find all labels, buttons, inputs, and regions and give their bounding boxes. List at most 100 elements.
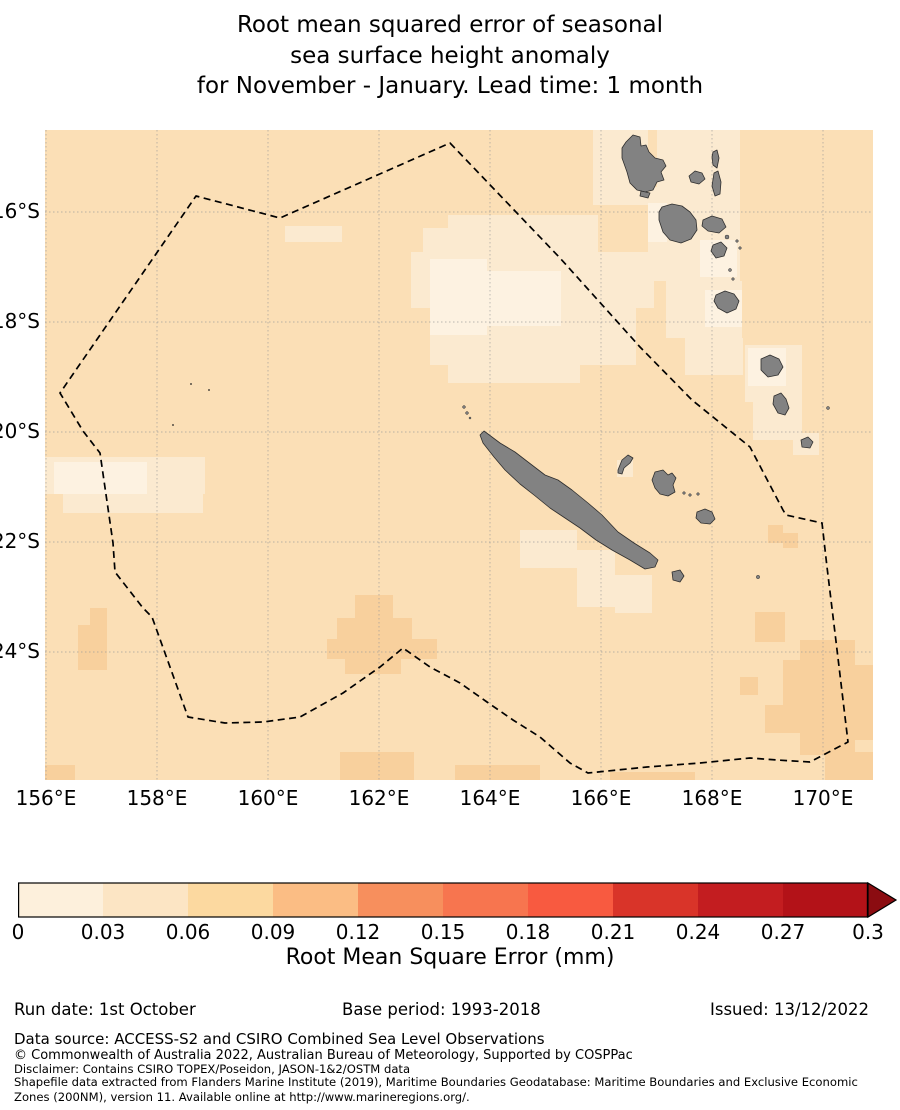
rmse-low-patch: [285, 226, 342, 242]
x-tick-label: 162°E: [348, 786, 410, 810]
maewo-island: [711, 149, 720, 169]
colorbar-tick-label: 0.15: [420, 920, 466, 944]
colorbar-tick-label: 0.06: [165, 920, 211, 944]
rmse-low-patch: [63, 494, 203, 513]
islet-dot: [696, 492, 700, 496]
islet-dot: [826, 406, 830, 410]
islet-dot: [682, 491, 686, 495]
rmse-high-patch: [355, 595, 393, 618]
shapefile-attribution: Shapefile data extracted from Flanders M…: [14, 1075, 858, 1104]
islet-dot: [738, 246, 742, 250]
x-tick-label: 170°E: [792, 786, 854, 810]
lifou-island: [651, 469, 677, 497]
chart-title-line2: sea surface height anomaly: [290, 42, 610, 69]
colorbar-segment: [443, 883, 528, 917]
rmse-high-patch: [90, 608, 107, 625]
x-tick-label: 166°E: [570, 786, 632, 810]
pentecost-island: [711, 170, 722, 197]
ouvea-island: [617, 454, 634, 475]
rmse-low-patch: [615, 575, 652, 613]
rmse-low-patch: [768, 412, 797, 432]
tanna-island: [772, 392, 790, 416]
base-period: Base period: 1993-2018: [342, 1000, 541, 1019]
colorbar-segment: [103, 883, 188, 917]
map-plot-area: [45, 130, 875, 780]
rmse-high-patch: [765, 705, 855, 733]
colorbar-tick-label: 0.27: [760, 920, 806, 944]
rmse-high-patch: [337, 618, 412, 639]
rmse-high-patch: [783, 660, 855, 705]
rmse-high-patch: [800, 640, 855, 660]
islet-dot: [756, 575, 760, 579]
rmse-lowest-patch: [54, 462, 147, 494]
reef-speck: [190, 383, 192, 385]
y-tick-label: 22°S: [0, 529, 40, 553]
chart-title-line1: Root mean squared error of seasonal: [236, 12, 664, 38]
rmse-high-patch: [800, 733, 855, 755]
isle-of-pines-island: [671, 569, 685, 583]
rmse-low-patch: [685, 338, 743, 375]
colorbar-segment: [18, 883, 103, 917]
data-source: Data source: ACCESS-S2 and CSIRO Combine…: [14, 1030, 545, 1048]
colorbar-segment: [783, 883, 868, 917]
rmse-high-patch: [340, 752, 414, 780]
mare-island: [695, 508, 716, 525]
rmse-high-patch: [783, 533, 798, 548]
rmse-high-patch: [825, 752, 875, 780]
colorbar-tick-label: 0.12: [335, 920, 381, 944]
rmse-high-patch: [45, 765, 75, 780]
colorbar-extend-arrow: [867, 881, 898, 919]
islet-dot: [468, 416, 472, 420]
islet-dot: [465, 411, 469, 415]
colorbar-segment: [698, 883, 783, 917]
ambrym-island: [701, 215, 727, 234]
y-tick-label: 24°S: [0, 639, 40, 663]
y-tick-label: 18°S: [0, 309, 40, 333]
rmse-map: [45, 130, 875, 780]
espiritu-santo-island: [621, 134, 667, 193]
rmse-low-patch: [520, 530, 577, 568]
disclaimer-line: Disclaimer: Contains CSIRO TOPEX/Poseido…: [14, 1062, 411, 1076]
colorbar-tick-label: 0.3: [852, 920, 884, 944]
colorbar-label: Root Mean Square Error (mm): [285, 945, 615, 970]
islet-dot: [724, 234, 730, 240]
islet-dot: [462, 405, 466, 409]
rmse-high-patch: [755, 612, 785, 642]
chart-title-line3: for November - January. Lead time: 1 mon…: [196, 73, 704, 99]
colorbar-segment: [528, 883, 613, 917]
colorbar-segment: [188, 883, 273, 917]
issued-date: Issued: 13/12/2022: [710, 1000, 870, 1019]
x-tick-label: 158°E: [126, 786, 188, 810]
rmse-low-patch: [448, 365, 580, 383]
rmse-high-patch: [455, 765, 540, 780]
rmse-high-patch: [768, 525, 783, 543]
ambae-island: [688, 170, 706, 185]
x-tick-label: 168°E: [681, 786, 743, 810]
rmse-high-patch: [845, 665, 873, 740]
x-tick-label: 164°E: [459, 786, 521, 810]
efate-island: [713, 290, 740, 314]
rmse-high-patch: [740, 677, 758, 695]
colorbar-tick-label: 0.09: [250, 920, 296, 944]
colorbar-segment: [273, 883, 358, 917]
colorbar-segment: [613, 883, 698, 917]
islet-dot: [688, 493, 692, 497]
x-tick-label: 160°E: [237, 786, 299, 810]
run-date: Run date: 1st October: [14, 1000, 196, 1019]
rmse-lowest-patch: [487, 271, 561, 326]
eez-boundary-dashed: [59, 142, 849, 774]
islet-dot: [731, 277, 735, 281]
epi-island: [710, 241, 728, 259]
rmse-high-patch: [345, 659, 401, 674]
y-tick-label: 16°S: [0, 199, 40, 223]
copyright-line: © Commonwealth of Australia 2022, Austra…: [14, 1048, 633, 1063]
colorbar-tick-label: 0: [11, 920, 25, 944]
malo-island: [639, 190, 651, 199]
rmse-low-patch: [577, 550, 615, 607]
y-tick-label: 20°S: [0, 419, 40, 443]
malakula-island: [658, 203, 698, 244]
reef-speck: [172, 424, 174, 426]
colorbar-tick-label: 0.03: [80, 920, 126, 944]
x-tick-label: 156°E: [15, 786, 77, 810]
